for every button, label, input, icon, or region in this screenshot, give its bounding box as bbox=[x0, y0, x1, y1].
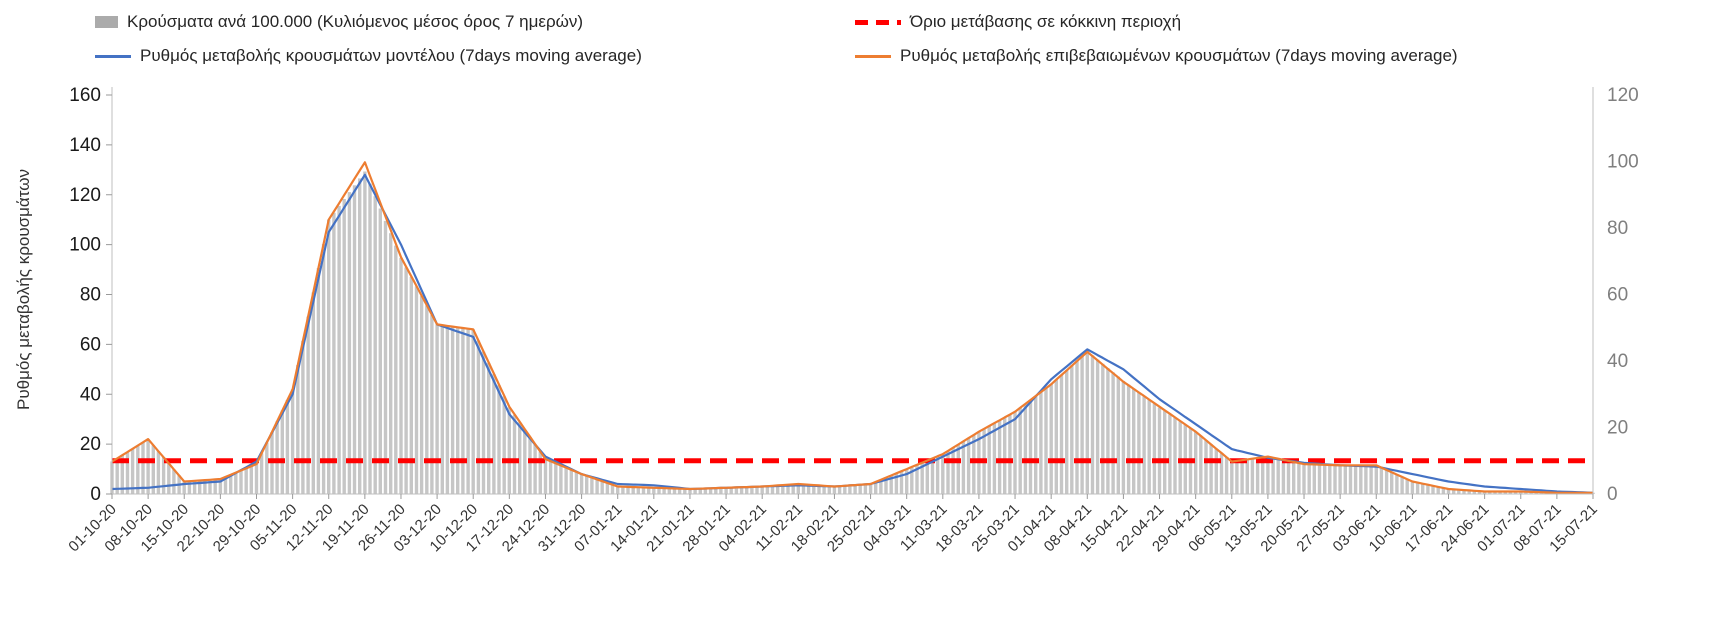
svg-text:80: 80 bbox=[1607, 218, 1628, 239]
bar-swatch-icon bbox=[95, 16, 118, 28]
svg-text:60: 60 bbox=[1607, 285, 1628, 306]
svg-text:60: 60 bbox=[80, 334, 101, 355]
legend-label-cases-bars: Κρούσματα ανά 100.000 (Κυλιόμενος μέσος … bbox=[127, 12, 584, 31]
legend-item-threshold: Όριο μετάβασης σε κόκκινη περιοχή bbox=[855, 12, 1181, 32]
svg-text:140: 140 bbox=[69, 135, 101, 156]
legend-item-confirmed-line: Ρυθμός μεταβολής επιβεβαιωμένων κρουσμάτ… bbox=[855, 46, 1458, 66]
svg-text:100: 100 bbox=[1607, 152, 1639, 173]
svg-text:100: 100 bbox=[69, 235, 101, 256]
svg-text:120: 120 bbox=[1607, 85, 1639, 106]
svg-text:20: 20 bbox=[1607, 418, 1628, 439]
svg-text:40: 40 bbox=[1607, 351, 1628, 372]
svg-text:40: 40 bbox=[80, 384, 101, 405]
svg-text:0: 0 bbox=[90, 484, 101, 505]
legend-item-cases-bars: Κρούσματα ανά 100.000 (Κυλιόμενος μέσος … bbox=[95, 12, 583, 32]
svg-text:0: 0 bbox=[1607, 484, 1618, 505]
legend-label-model-line: Ρυθμός μεταβολής κρουσμάτων μοντέλου (7d… bbox=[140, 46, 642, 65]
blue-line-swatch-icon bbox=[95, 54, 131, 58]
legend-label-confirmed-line: Ρυθμός μεταβολής επιβεβαιωμένων κρουσμάτ… bbox=[900, 46, 1458, 65]
svg-text:160: 160 bbox=[69, 85, 101, 106]
svg-text:120: 120 bbox=[69, 185, 101, 206]
svg-text:80: 80 bbox=[80, 285, 101, 306]
legend-item-model-line: Ρυθμός μεταβολής κρουσμάτων μοντέλου (7d… bbox=[95, 46, 642, 66]
dashed-line-swatch-icon bbox=[855, 19, 901, 25]
svg-text:20: 20 bbox=[80, 434, 101, 455]
orange-line-swatch-icon bbox=[855, 54, 891, 58]
legend-label-threshold: Όριο μετάβασης σε κόκκινη περιοχή bbox=[910, 12, 1182, 31]
